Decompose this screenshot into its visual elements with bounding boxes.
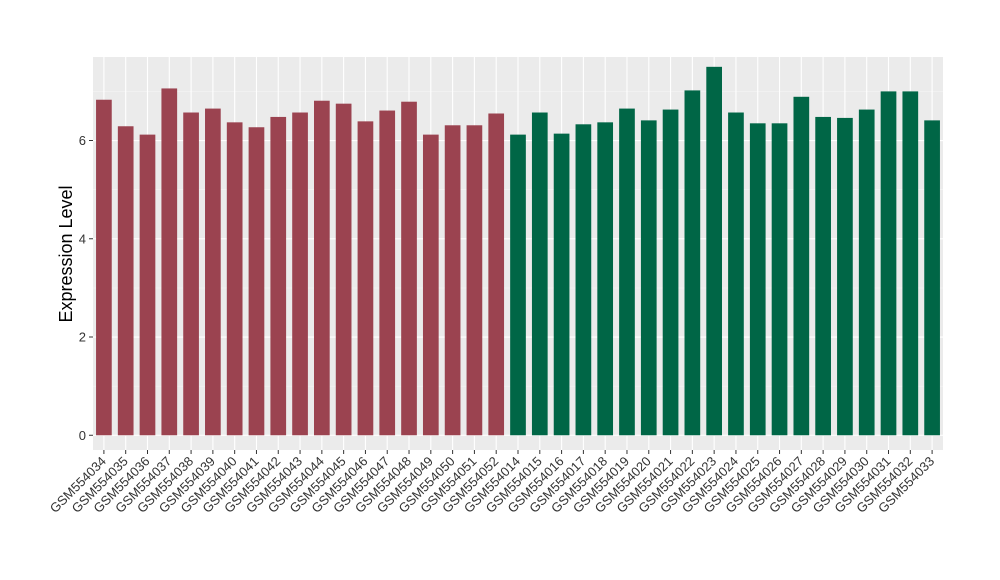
- bar-GSM554034: [96, 99, 112, 436]
- bar-GSM554037: [161, 88, 178, 436]
- bar-GSM554031: [880, 91, 897, 436]
- bar-GSM554025: [749, 123, 766, 436]
- bar-GSM554036: [139, 134, 156, 436]
- bar-GSM554051: [466, 125, 483, 436]
- bar-GSM554022: [684, 90, 701, 436]
- bar-GSM554048: [401, 101, 417, 436]
- y-tick-label: 0: [79, 428, 86, 443]
- bar-GSM554017: [575, 124, 592, 436]
- bar-GSM554035: [117, 126, 134, 436]
- bar-GSM554043: [292, 112, 308, 436]
- bar-GSM554047: [379, 110, 396, 436]
- bar-GSM554030: [858, 109, 875, 436]
- bar-GSM554024: [728, 112, 744, 436]
- bar-GSM554033: [924, 120, 940, 436]
- bar-GSM554015: [531, 112, 548, 436]
- bar-GSM554021: [662, 109, 679, 436]
- bar-GSM554028: [815, 116, 831, 436]
- bar-GSM554049: [422, 134, 439, 436]
- bar-GSM554040: [226, 122, 243, 436]
- bar-GSM554032: [902, 91, 919, 436]
- y-tick-label: 4: [79, 231, 86, 246]
- bar-GSM554016: [553, 133, 570, 436]
- bar-GSM554045: [335, 103, 352, 436]
- bar-GSM554052: [488, 113, 505, 436]
- bar-GSM554046: [357, 121, 374, 436]
- bar-GSM554042: [270, 116, 287, 436]
- y-axis: 0 2 4 6: [79, 133, 93, 443]
- bar-GSM554041: [248, 127, 265, 436]
- bar-GSM554023: [706, 66, 722, 436]
- y-tick-label: 6: [79, 133, 86, 148]
- y-tick-label: 2: [79, 330, 86, 345]
- bar-GSM554026: [771, 123, 788, 436]
- bar-GSM554027: [793, 96, 810, 436]
- bar-GSM554039: [205, 108, 221, 436]
- bar-GSM554038: [183, 112, 199, 436]
- bar-GSM554019: [619, 108, 635, 436]
- x-axis: GSM554034GSM554035GSM554036GSM554037GSM5…: [47, 450, 937, 516]
- bar-GSM554014: [510, 134, 526, 436]
- bar-GSM554020: [640, 120, 657, 436]
- bar-GSM554050: [444, 125, 461, 436]
- bar-GSM554044: [314, 100, 330, 436]
- bar-GSM554018: [597, 122, 614, 436]
- bars: [96, 66, 940, 436]
- bar-GSM554029: [837, 117, 853, 436]
- y-axis-title: Expression Level: [56, 185, 76, 322]
